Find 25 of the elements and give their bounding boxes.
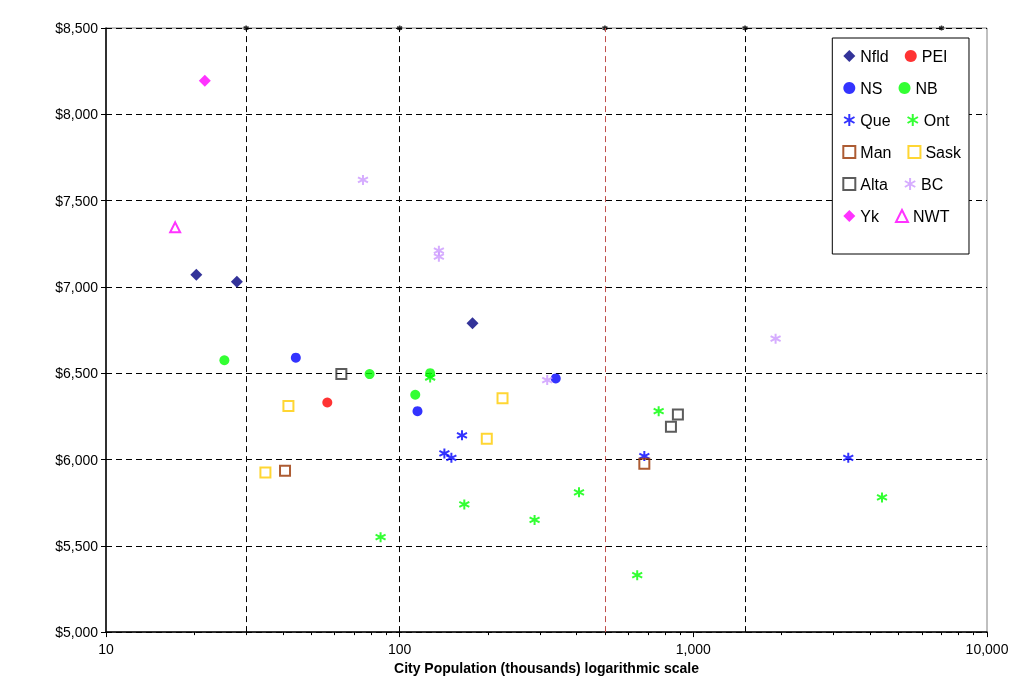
y-tick-label: $7,500	[55, 192, 99, 209]
y-tick-label: $8,000	[55, 106, 99, 123]
legend-label: PEI	[921, 47, 948, 65]
legend-label: Alta	[860, 175, 888, 193]
legend-label: Yk	[860, 207, 880, 225]
legend-label: Man	[860, 143, 892, 161]
legend-label: NS	[860, 79, 883, 97]
legend-label: Ont	[923, 111, 951, 129]
x-tick-label: 100	[387, 641, 412, 658]
y-tick-label: $8,500	[55, 20, 99, 36]
x-tick-label: 10,000	[965, 641, 1009, 658]
y-tick-label: $6,000	[55, 451, 99, 468]
legend-label: NB	[915, 79, 938, 97]
x-tick-label: 10	[98, 641, 114, 658]
x-axis-title: City Population (thousands) logarithmic scale	[394, 660, 700, 676]
legend-label: Sask	[925, 143, 962, 161]
legend-label: NWT	[912, 207, 950, 225]
legend-label: Que	[860, 111, 891, 129]
x-tick-label: 1,000	[675, 641, 712, 658]
y-tick-label: $5,500	[55, 537, 99, 554]
legend-label: BC	[921, 175, 944, 193]
y-tick-label: $7,000	[55, 278, 99, 295]
y-tick-label: $5,000	[55, 624, 99, 641]
legend-label: Nfld	[860, 47, 889, 65]
y-tick-label: $6,500	[55, 365, 99, 382]
